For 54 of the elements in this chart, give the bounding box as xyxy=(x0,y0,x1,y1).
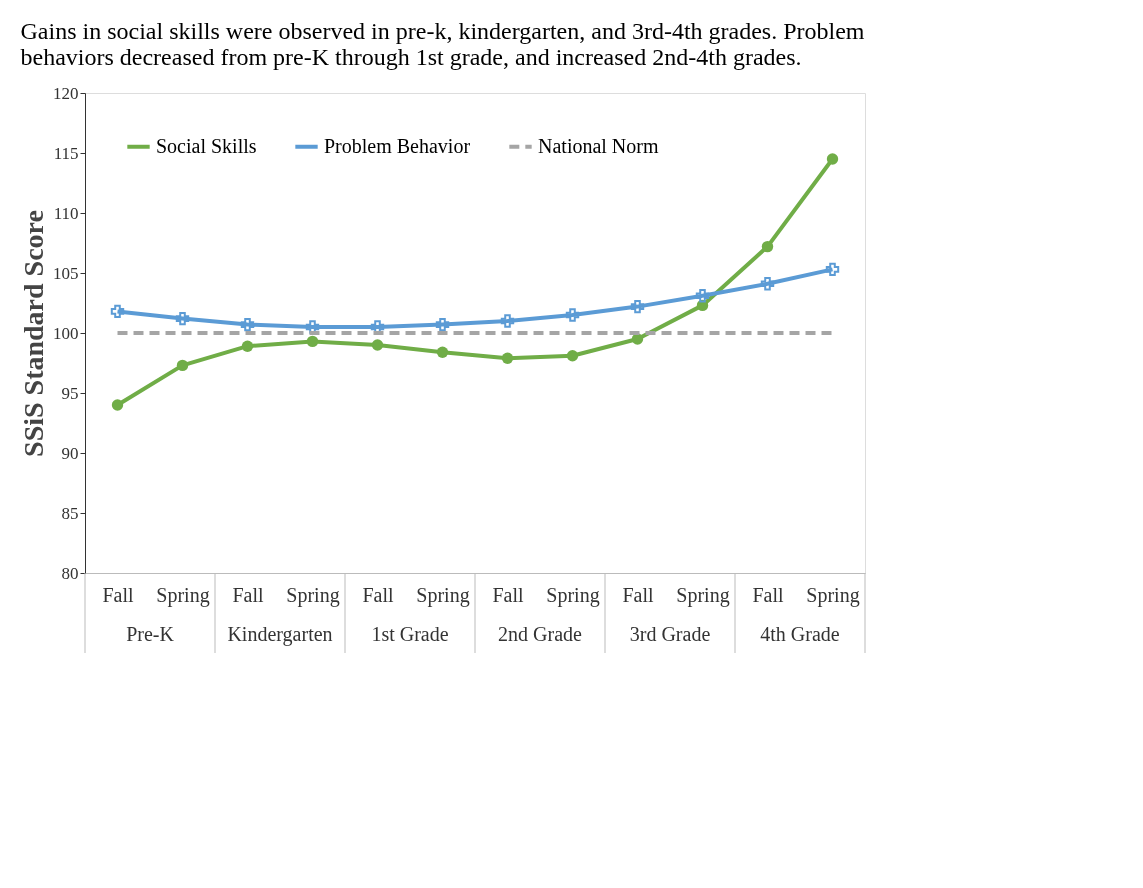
text: 4th Grade xyxy=(760,623,840,645)
point xyxy=(435,317,450,332)
point xyxy=(760,277,775,291)
y-tick-label: 120 xyxy=(53,83,79,103)
point xyxy=(630,299,645,314)
text: Kindergarten xyxy=(227,623,333,646)
point xyxy=(241,340,254,352)
x-tick-label: Fall xyxy=(622,583,654,606)
point xyxy=(371,339,384,351)
point xyxy=(761,240,774,253)
y-tick-label: 85 xyxy=(61,503,79,523)
point xyxy=(501,352,514,364)
y-tick-label: 115 xyxy=(53,143,79,163)
text: 3rd Grade xyxy=(629,623,711,645)
x-tick-label: Spring xyxy=(416,583,470,607)
text: 2nd Grade xyxy=(498,623,583,645)
point xyxy=(110,304,125,319)
text: Pre-K xyxy=(126,623,175,645)
point xyxy=(826,153,839,165)
text: 1st Grade xyxy=(371,623,449,645)
point xyxy=(306,335,319,348)
point xyxy=(436,346,449,358)
y-tick-label: 100 xyxy=(53,323,79,343)
x-tick-label: Spring xyxy=(156,583,210,607)
legend-label: Problem Behavior xyxy=(324,134,471,157)
y-tick-label: 95 xyxy=(61,383,79,403)
point xyxy=(565,308,580,322)
x-tick-label: Spring xyxy=(676,583,730,607)
point xyxy=(566,350,579,362)
y-tick-label: 80 xyxy=(61,563,79,583)
point xyxy=(500,314,515,328)
x-tick-label: Fall xyxy=(362,583,394,606)
y-tick-label: 105 xyxy=(53,263,79,283)
point xyxy=(631,333,644,345)
point xyxy=(305,320,320,334)
x-tick-label: Fall xyxy=(752,583,784,606)
x-tick-label: Fall xyxy=(232,583,264,606)
point xyxy=(175,311,190,326)
point xyxy=(176,359,189,372)
legend-label: Social Skills xyxy=(156,134,257,157)
point xyxy=(825,262,840,277)
x-tick-label: Spring xyxy=(546,583,600,607)
point xyxy=(240,317,255,332)
y-axis-title: SSiS Standard Score xyxy=(18,210,49,457)
x-tick-label: Fall xyxy=(492,583,524,606)
y-tick-label: 110 xyxy=(53,203,79,223)
legend-label: National Norm xyxy=(538,134,659,157)
x-tick-label: Spring xyxy=(286,583,340,607)
y-tick-label: 90 xyxy=(61,443,79,463)
point xyxy=(695,289,710,303)
x-tick-label: Spring xyxy=(806,583,860,607)
point xyxy=(111,399,124,411)
chart-title: Gains in social skills were observed in pre-k, kindergarten, and 3rd-4th grades. Problem behaviors decreased from pre-K through 1st grade, and increased 2nd-4th grades. xyxy=(20,18,865,70)
x-tick-label: Fall xyxy=(102,583,134,606)
